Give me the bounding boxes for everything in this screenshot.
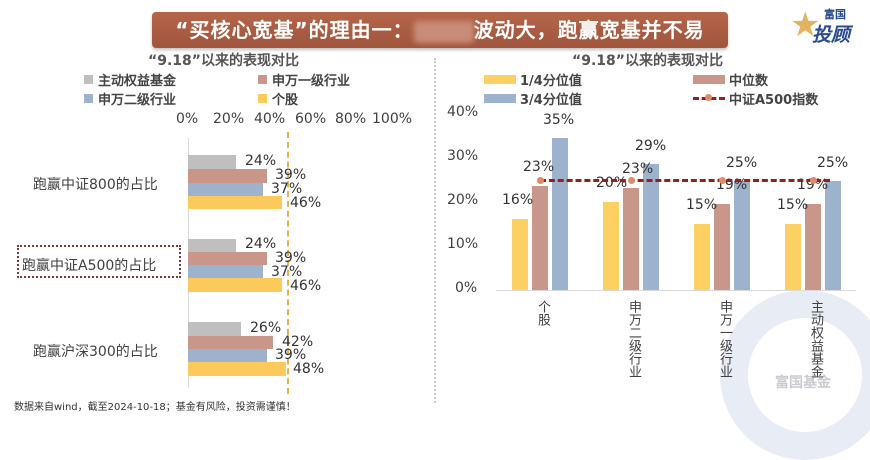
a500-marker	[628, 177, 635, 184]
a500-marker	[719, 177, 726, 184]
star-icon: ★	[790, 5, 821, 45]
bar-sw-level2	[188, 183, 263, 196]
bar-q1	[694, 224, 710, 290]
bar-sw-level2	[188, 265, 263, 278]
bar-active-fund	[188, 239, 236, 252]
x-category-label: 申万二级行业	[626, 300, 641, 378]
bar-median	[714, 204, 730, 290]
a500-index-line	[540, 179, 830, 182]
legend-item-active-fund: 主动权益基金	[84, 70, 176, 89]
bar-stock	[188, 362, 286, 376]
bar-stock	[188, 278, 282, 292]
bar-q3	[825, 181, 841, 290]
legend-swatch	[693, 75, 725, 84]
bar-q1	[603, 202, 619, 290]
legend-swatch	[258, 94, 267, 103]
title-prefix: “买核心宽基”的理由一：	[175, 18, 414, 42]
legend-item-q3: 3/4分位值	[484, 89, 582, 108]
logo-small-text: 富国	[824, 8, 846, 21]
legend-item-stock: 个股	[258, 89, 298, 108]
a500-marker	[810, 177, 817, 184]
legend-swatch	[84, 94, 93, 103]
bar-median	[623, 188, 639, 290]
bar-median	[805, 204, 821, 290]
bar-q3	[643, 164, 659, 290]
category-label: 跑赢沪深300的占比	[33, 344, 158, 360]
bar-sw-level1	[188, 336, 273, 349]
bar-sw-level1	[188, 252, 267, 265]
a500-marker	[537, 177, 544, 184]
brand-logo: ★ 富国 投顾	[790, 4, 865, 46]
left-chart-title: “9.18”以来的表现对比	[148, 53, 299, 69]
bar-sw-level1	[188, 169, 267, 183]
right-x-axis-line	[496, 290, 856, 291]
highlight-box	[17, 245, 181, 278]
category-label: 跑赢中证A500的占比	[22, 258, 157, 274]
right-chart-title: “9.18”以来的表现对比	[572, 53, 723, 69]
bar-stock	[188, 196, 282, 209]
legend-swatch	[484, 75, 516, 84]
reference-line-50	[287, 132, 289, 394]
blurred-text	[413, 20, 474, 43]
category-label: 跑赢中证800的占比	[33, 177, 158, 193]
panel-divider	[434, 58, 436, 403]
bar-q3	[552, 138, 568, 290]
legend-swatch	[84, 75, 93, 84]
legend-swatch	[484, 94, 516, 103]
legend-item-sw-level1: 申万一级行业	[258, 70, 350, 89]
legend-item-q1: 1/4分位值	[484, 70, 582, 89]
bar-q1	[785, 224, 801, 290]
footer-disclaimer: 数据来自wind，截至2024-10-18；基金有风险，投资需谨慎！	[14, 402, 296, 413]
bar-median	[532, 186, 548, 290]
title-banner: “买核心宽基”的理由一： 波动大，跑赢宽基并不易	[152, 12, 728, 48]
legend-swatch	[258, 75, 267, 84]
x-category-label: 个股	[535, 300, 550, 326]
logo-big-text: 投顾	[812, 24, 851, 46]
bar-active-fund	[188, 322, 241, 336]
x-category-label: 主动权益基金	[808, 300, 823, 378]
watermark-text: 富国基金	[775, 375, 831, 391]
legend-item-median: 中位数	[693, 70, 768, 89]
title-suffix: 波动大，跑赢宽基并不易	[473, 18, 705, 42]
bar-active-fund	[188, 155, 236, 169]
legend-item-a500: 中证A500指数	[693, 89, 818, 108]
bar-q3	[734, 181, 750, 290]
x-category-label: 申万一级行业	[717, 300, 732, 378]
legend-line-swatch	[693, 94, 725, 101]
legend-item-sw-level2: 申万二级行业	[84, 89, 176, 108]
bar-sw-level2	[188, 349, 267, 362]
bar-q1	[512, 219, 528, 290]
